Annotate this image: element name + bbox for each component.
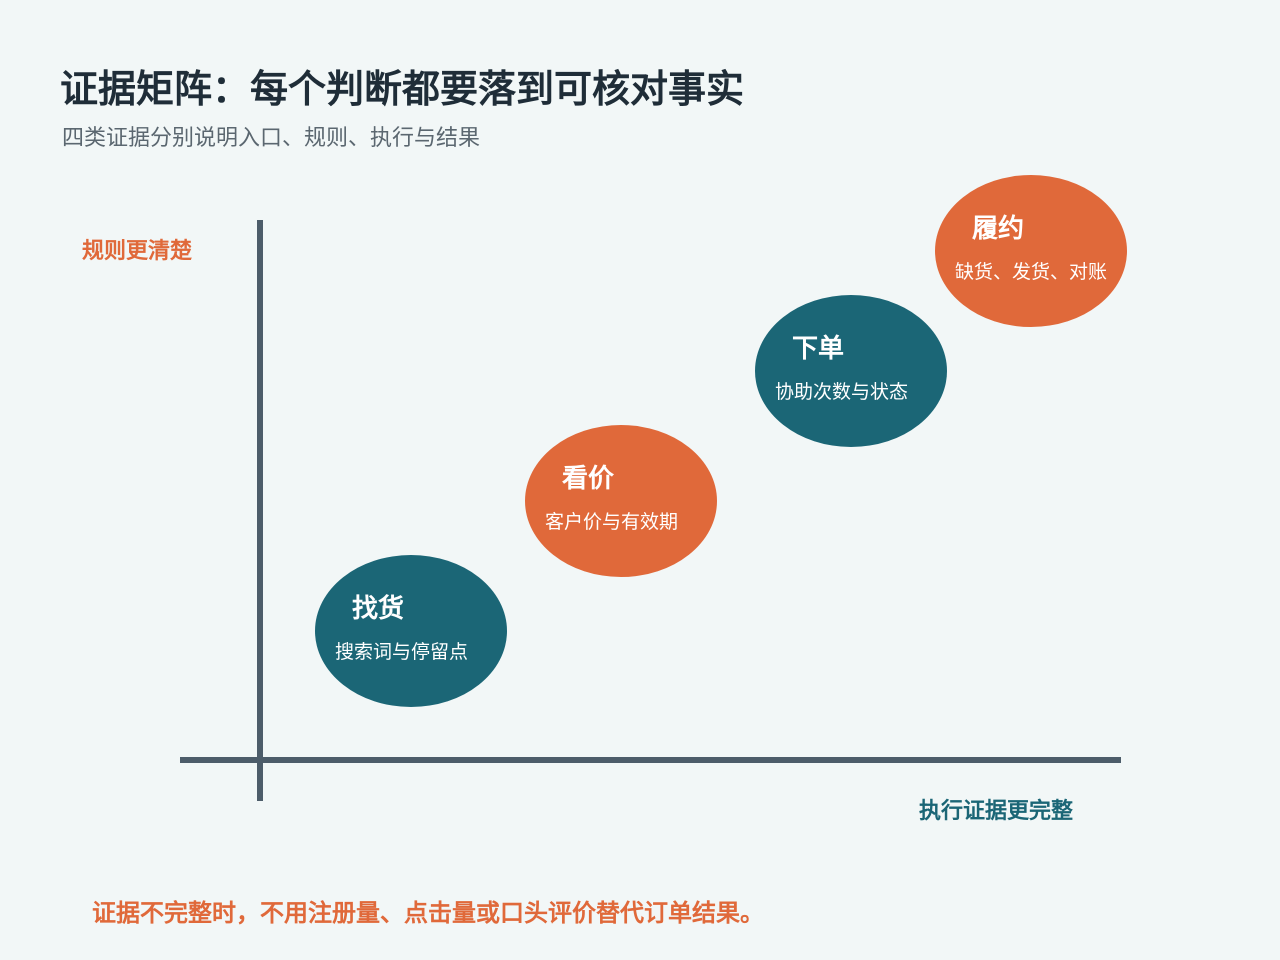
x-axis-label: 执行证据更完整 xyxy=(919,799,1074,824)
bubble-check-price: 看价 客户价与有效期 xyxy=(525,425,717,577)
bubble-desc: 协助次数与状态 xyxy=(775,381,909,403)
y-axis-label: 规则更清楚 xyxy=(82,239,193,264)
page-title: 证据矩阵：每个判断都要落到可核对事实 xyxy=(60,67,745,111)
bubble-desc: 缺货、发货、对账 xyxy=(955,261,1108,283)
bubble-title: 找货 xyxy=(352,594,405,624)
page-subtitle: 四类证据分别说明入口、规则、执行与结果 xyxy=(62,126,481,151)
bubble-title: 履约 xyxy=(972,214,1025,244)
bubble-place-order: 下单 协助次数与状态 xyxy=(755,295,947,447)
footer-note: 证据不完整时，不用注册量、点击量或口头评价替代订单结果。 xyxy=(92,899,764,927)
bubble-title: 看价 xyxy=(562,464,615,494)
y-axis-line xyxy=(257,220,263,801)
bubble-title: 下单 xyxy=(792,334,845,364)
bubble-desc: 搜索词与停留点 xyxy=(335,641,469,663)
bubble-fulfillment: 履约 缺货、发货、对账 xyxy=(935,175,1127,327)
bubble-find-goods: 找货 搜索词与停留点 xyxy=(315,555,507,707)
x-axis-line xyxy=(180,757,1121,763)
bubble-desc: 客户价与有效期 xyxy=(545,511,679,533)
